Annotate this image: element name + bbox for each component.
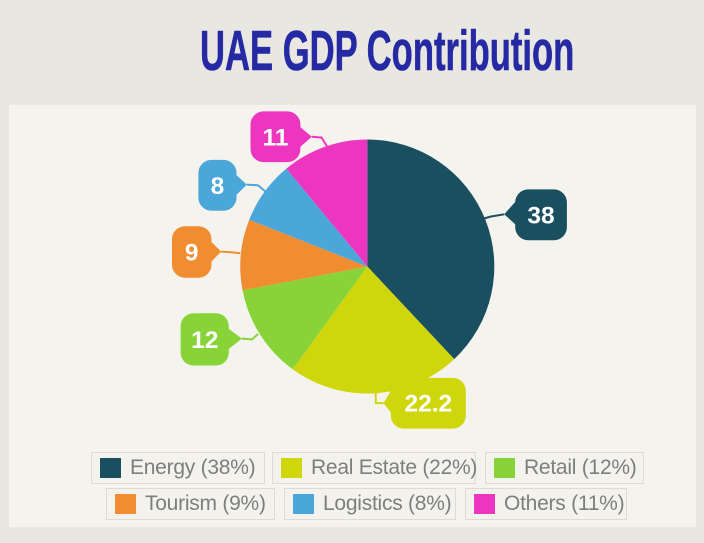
svg-text:9: 9 [185,240,199,267]
svg-text:38: 38 [527,202,554,229]
svg-text:11: 11 [262,124,288,151]
svg-text:22.2: 22.2 [404,391,452,418]
svg-text:12: 12 [191,327,218,354]
svg-text:8: 8 [211,173,225,200]
